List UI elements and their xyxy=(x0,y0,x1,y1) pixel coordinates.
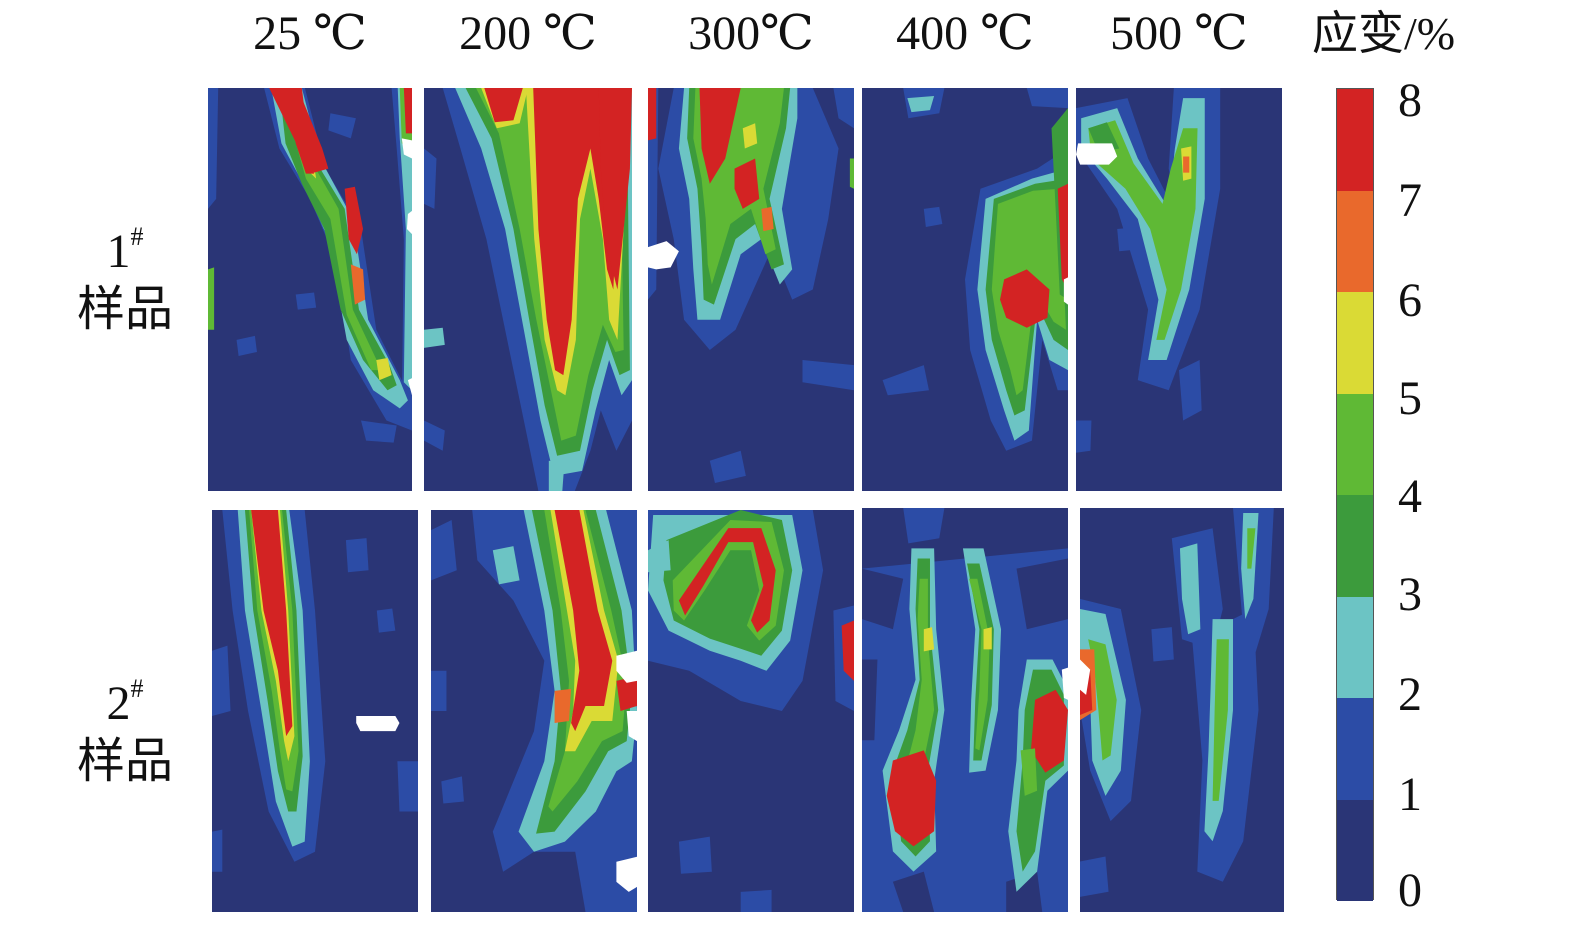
strain-map-sample2-500c xyxy=(1080,508,1284,912)
row-number: 1 xyxy=(106,225,131,278)
colorbar-tick-5: 5 xyxy=(1398,372,1422,425)
column-label-400c: 400 ℃ xyxy=(896,7,1034,60)
row-name: 样品 xyxy=(76,735,173,788)
row-label-sample-2: 2# 样品 xyxy=(60,660,190,791)
colorbar-segment-2-3 xyxy=(1337,596,1373,698)
strain-map-sample2-200c xyxy=(431,510,637,912)
colorbar-segment-4-5 xyxy=(1337,393,1373,495)
colorbar-segment-6-7 xyxy=(1337,190,1373,292)
colorbar-tick-6: 6 xyxy=(1398,274,1422,327)
strain-map-sample1-500c xyxy=(1076,88,1282,491)
row-label-sample-1: 1# 样品 xyxy=(60,208,190,339)
colorbar-tick-8: 8 xyxy=(1398,74,1422,127)
column-label-300c: 300℃ xyxy=(688,7,814,60)
strain-map-sample1-25c xyxy=(208,88,412,491)
strain-map-sample2-400c xyxy=(862,508,1068,912)
column-label-25c: 25 ℃ xyxy=(253,7,367,60)
row-number: 2 xyxy=(106,677,131,730)
colorbar-segment-3-4 xyxy=(1337,495,1373,597)
colorbar-tick-1: 1 xyxy=(1398,768,1422,821)
colorbar-title: 应变/% xyxy=(1312,8,1456,59)
colorbar-segment-0-1 xyxy=(1337,799,1373,901)
row-name: 样品 xyxy=(76,283,173,336)
colorbar-tick-7: 7 xyxy=(1398,174,1422,227)
colorbar xyxy=(1336,88,1374,901)
colorbar-segment-5-6 xyxy=(1337,292,1373,394)
strain-map-sample2-300c xyxy=(648,510,854,912)
strain-map-sample1-200c xyxy=(424,88,632,491)
colorbar-segment-1-2 xyxy=(1337,698,1373,800)
strain-map-sample1-300c xyxy=(648,88,854,491)
row-number-superscript: # xyxy=(130,674,144,703)
strain-map-sample2-25c xyxy=(212,510,418,912)
row-number-superscript: # xyxy=(130,222,144,251)
colorbar-tick-4: 4 xyxy=(1398,470,1422,523)
colorbar-tick-3: 3 xyxy=(1398,568,1422,621)
strain-map-sample1-400c xyxy=(862,88,1068,491)
column-label-500c: 500 ℃ xyxy=(1110,7,1248,60)
colorbar-tick-0: 0 xyxy=(1398,864,1422,917)
column-label-200c: 200 ℃ xyxy=(459,7,597,60)
colorbar-segment-7-8 xyxy=(1337,89,1373,191)
colorbar-tick-2: 2 xyxy=(1398,668,1422,721)
